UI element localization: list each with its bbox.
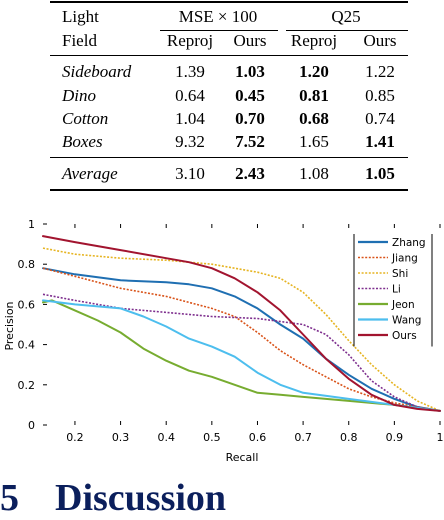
legend-label: Zhang (392, 237, 426, 249)
series-line-ours (42, 235, 441, 412)
cell-value: 0.81 (299, 86, 329, 105)
q25-group-rule (286, 30, 408, 31)
row-name: Dino (62, 86, 96, 105)
header-rule (50, 55, 408, 56)
row-name: Average (62, 164, 118, 183)
cell-value: 0.68 (299, 109, 329, 128)
cell-value: 9.32 (175, 132, 205, 151)
series-line-shi (42, 247, 441, 412)
x-tick-label: 0.6 (249, 431, 267, 444)
cell-value: 0.74 (365, 109, 395, 128)
cell-value: 2.43 (235, 164, 265, 183)
y-axis-label: Precision (3, 301, 16, 350)
cell-value: 1.22 (365, 62, 395, 81)
table-bottom-rule (50, 189, 408, 191)
header-ours-mse: Ours (233, 31, 267, 50)
row-name: Cotton (62, 109, 109, 128)
precision-recall-chart: 0.2 0.3 0.4 0.5 0.6 0.7 0.8 0.9 100.20.40.60.81 … (3, 218, 444, 464)
y-tick-label: 0.6 (18, 298, 36, 311)
cell-value: 1.39 (175, 62, 205, 81)
cell-value: 1.41 (365, 132, 395, 151)
legend-label: Wang (392, 315, 421, 327)
header-q25: Q25 (331, 7, 361, 26)
header-mse: MSE × 100 (178, 7, 258, 26)
series-line-jiang (42, 267, 441, 412)
legend-label: Ours (392, 330, 417, 342)
chart-legend: Zhang Jiang Shi Li Jeon Wang Ours (353, 234, 433, 347)
x-axis-label: Recall (226, 451, 259, 464)
cell-value: 1.05 (365, 164, 395, 183)
cell-value: 1.04 (175, 109, 205, 128)
x-tick-label: 0.4 (157, 431, 175, 444)
header-reproj-q25: Reproj (290, 31, 338, 50)
section-title: Discussion (55, 477, 227, 519)
x-tick-label: 0.9 (386, 431, 404, 444)
header-light: Light (62, 7, 99, 26)
header-reproj-mse: Reproj (166, 31, 214, 50)
row-name: Boxes (62, 132, 103, 151)
y-tick-label: 0.4 (18, 339, 36, 352)
x-tick-label: 0.3 (112, 431, 130, 444)
chart-axes: 0.2 0.3 0.4 0.5 0.6 0.7 0.8 0.9 1 0 0.2 0.4 0.6 0.8 1 (18, 218, 444, 444)
cell-value: 3.10 (175, 164, 205, 183)
x-tick-label: 0.5 (203, 431, 221, 444)
cell-value: 0.70 (235, 109, 265, 128)
table-top-rule (50, 1, 408, 3)
x-tick-label: 0.7 (294, 431, 312, 444)
y-tick-label: 0.8 (18, 258, 36, 271)
cell-value: 1.20 (299, 62, 329, 81)
header-ours-q25: Ours (363, 31, 397, 50)
cell-value: 1.65 (299, 132, 329, 151)
series-line-zhang (42, 267, 441, 412)
y-tick-label: 1 (28, 218, 35, 231)
y-tick-label: 0.2 (18, 379, 36, 392)
header-field: Field (62, 31, 97, 50)
cell-value: 1.08 (299, 164, 329, 183)
row-name: Sideboard (62, 62, 132, 81)
cell-value: 0.85 (365, 86, 395, 105)
chart-series (42, 235, 441, 412)
legend-label: Jiang (391, 253, 418, 265)
x-tick-label: 0.2 (66, 431, 84, 444)
mse-group-rule (160, 30, 278, 31)
x-tick-label: 0.8 (340, 431, 358, 444)
cell-value: 0.64 (175, 86, 205, 105)
average-rule (50, 157, 408, 158)
cell-value: 7.52 (235, 132, 265, 151)
legend-label: Li (392, 284, 401, 296)
y-tick-label: 0 (28, 419, 35, 432)
cell-value: 0.45 (235, 86, 265, 105)
legend-label: Shi (392, 268, 408, 280)
legend-label: Jeon (391, 299, 415, 311)
series-line-jeon (42, 299, 441, 412)
series-line-wang (42, 299, 441, 412)
section-heading: 5 Discussion (0, 476, 226, 520)
cell-value: 1.03 (235, 62, 265, 81)
x-tick-label: 1 (437, 431, 444, 444)
section-number: 5 (0, 477, 19, 519)
